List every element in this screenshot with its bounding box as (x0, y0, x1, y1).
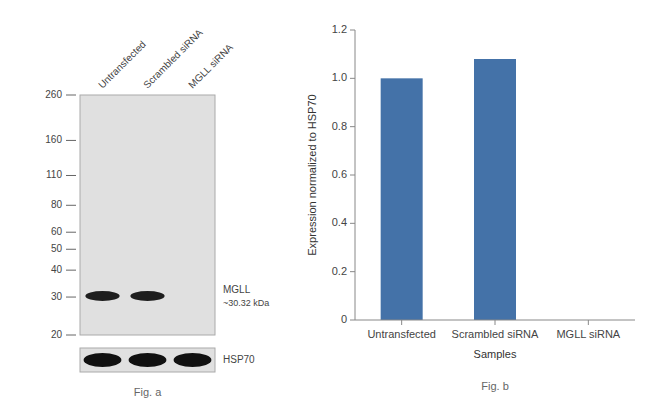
bar (381, 78, 423, 320)
y-tick-label: 0.2 (332, 265, 347, 277)
loading-band (174, 353, 212, 367)
y-tick (350, 320, 355, 321)
ladder-tick (66, 232, 76, 233)
bars (381, 59, 516, 320)
ladder-tick (66, 297, 76, 298)
y-tick-label: 0 (341, 313, 347, 325)
band (85, 291, 119, 301)
ladder-tick (66, 95, 76, 96)
y-tick-label: 1.2 (332, 23, 347, 35)
band-annotation: ~30.32 kDa (223, 298, 269, 308)
ladder-tick (66, 205, 76, 206)
bar-panel: 0 0.2 0.4 0.6 1.0 0.8 1.2 Untransfected Scramble… (306, 23, 635, 392)
ladder-tick (66, 175, 76, 176)
x-tick-label: Untransfected (367, 328, 435, 340)
loading-band (84, 353, 122, 367)
y-tick (350, 223, 355, 224)
ladder-label: 160 (45, 134, 62, 145)
ladder-label: 110 (46, 169, 62, 180)
ladder-label: 30 (51, 291, 63, 302)
y-axis-label: Expression normalized to HSP70 (306, 94, 318, 255)
y-tick (350, 175, 355, 176)
y-tick (350, 30, 355, 31)
loading-band (129, 353, 167, 367)
loading-label: HSP70 (223, 354, 255, 365)
ladder-label: 20 (51, 329, 63, 340)
ladder-label: 80 (51, 199, 63, 210)
ladder-tick (66, 335, 76, 336)
ladder-tick (66, 249, 76, 250)
ladder-label: 60 (51, 226, 63, 237)
bar (474, 59, 516, 320)
chart-container: 260 160 110 80 60 50 40 30 20 Untransfected Scramb… (0, 0, 650, 405)
band (130, 291, 164, 301)
caption: Fig. a (134, 386, 162, 398)
x-axis-label: Samples (474, 348, 517, 360)
y-tick-label: 1.0 (332, 71, 347, 83)
x-tick-label: MGLL siRNA (556, 328, 620, 340)
y-axis (355, 30, 356, 320)
y-tick (350, 271, 355, 272)
x-tick (588, 320, 589, 325)
y-tick-label: 0.8 (332, 120, 347, 132)
gel (80, 95, 215, 335)
x-tick-label: Scrambled siRNA (452, 328, 539, 340)
ladder-tick (66, 270, 76, 271)
ladder-label: 40 (51, 264, 63, 275)
y-tick (350, 126, 355, 127)
y-tick-label: 0.4 (332, 216, 347, 228)
lane-label: MGLL siRNA (186, 41, 235, 90)
y-tick-label: 0.6 (332, 168, 347, 180)
y-tick (350, 78, 355, 79)
loading-gel (80, 348, 215, 372)
caption: Fig. b (481, 380, 509, 392)
x-tick (401, 320, 402, 325)
figure: 260 160 110 80 60 50 40 30 20 Untransfected Scramb… (0, 0, 650, 405)
band-name: MGLL (223, 284, 251, 295)
ladder-tick (66, 140, 76, 141)
x-tick (495, 320, 496, 325)
blot-panel: 260160110806050403020UntransfectedScramb… (45, 27, 269, 398)
bands (85, 291, 164, 301)
ladder-label: 50 (51, 243, 63, 254)
ladder-label: 260 (45, 89, 62, 100)
